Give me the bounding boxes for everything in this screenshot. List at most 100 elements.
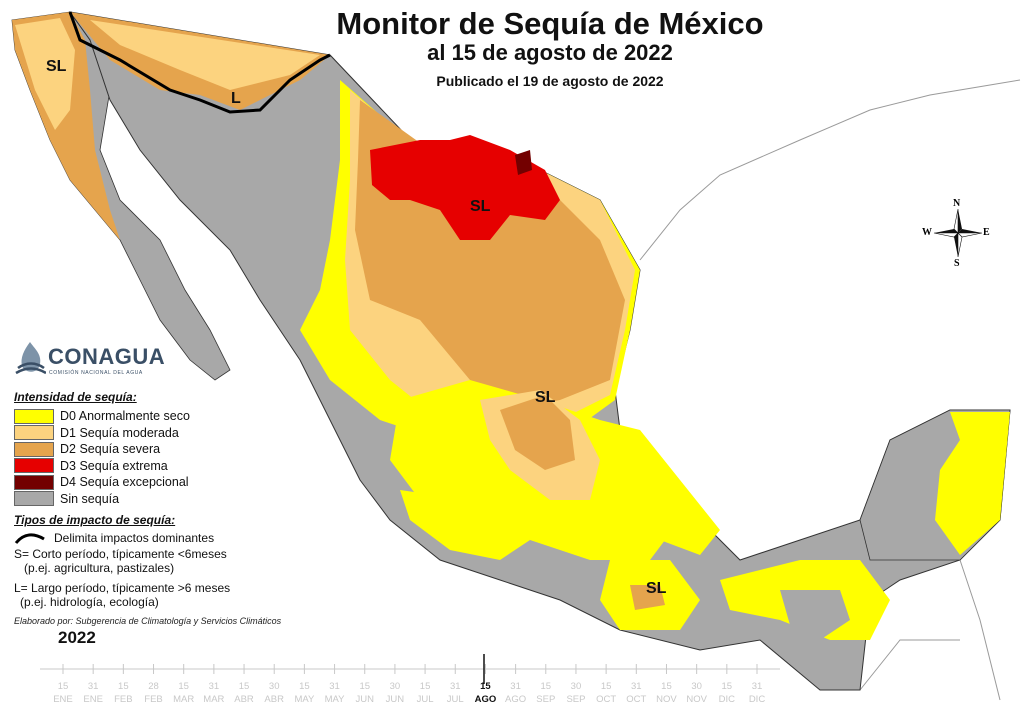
- north-d4: [515, 150, 532, 175]
- north-d3: [370, 135, 560, 240]
- timeline-day: 31: [751, 681, 763, 692]
- label-sl-south: SL: [646, 580, 667, 597]
- timeline-month: JUL: [416, 694, 434, 705]
- timeline-day: 15: [238, 681, 250, 692]
- chiapas-grey: [780, 590, 850, 640]
- compass-s: S: [954, 258, 960, 269]
- label-sl-baja: SL: [46, 58, 67, 75]
- baja-d1: [15, 18, 75, 130]
- timeline-day: 31: [449, 681, 461, 692]
- legend-impact-line-row: Delimita impactos dominantes: [14, 531, 274, 545]
- legend-intensity-title: Intensidad de sequía:: [14, 390, 137, 404]
- impact-line-icon: [14, 533, 45, 544]
- timeline-day: 31: [631, 681, 642, 692]
- compass-rose: [933, 208, 983, 258]
- legend-impact-title: Tipos de impacto de sequía:: [14, 513, 176, 527]
- timeline-month: ENE: [53, 694, 73, 705]
- timeline-day: 15: [359, 681, 371, 692]
- timeline-month: SEP: [536, 694, 556, 705]
- legend-swatch: [14, 458, 54, 474]
- oaxaca-d1: [630, 585, 665, 610]
- impact-s-example: (p.ej. agricultura, pastizales): [24, 561, 175, 575]
- timeline-day: 15: [118, 681, 129, 692]
- legend-item: Sin sequía: [14, 491, 274, 508]
- sonora-d1: [90, 20, 320, 90]
- published-date: Publicado el 19 de agosto de 2022: [436, 73, 664, 89]
- logo-subtitle: COMISIÓN NACIONAL DEL AGUA: [49, 370, 143, 376]
- timeline-day: 28: [148, 681, 159, 692]
- legend-swatch: [14, 408, 54, 424]
- timeline-day: 15: [661, 681, 672, 692]
- timeline-month: OCT: [626, 694, 647, 705]
- legend-item: D4 Sequía excepcional: [14, 474, 274, 491]
- timeline-day: 15: [178, 681, 189, 692]
- gulf-d0: [600, 420, 720, 555]
- legend-swatch: [14, 491, 54, 507]
- timeline-month: FEB: [114, 694, 133, 705]
- timeline-month: JUN: [385, 694, 405, 705]
- timeline-day: 30: [268, 681, 280, 692]
- logo-name: CONAGUA: [48, 344, 166, 369]
- timeline-day: 30: [570, 681, 582, 692]
- timeline-axis: [40, 654, 780, 684]
- timeline-month: MAR: [203, 694, 225, 705]
- timeline-year: 2022: [58, 628, 96, 647]
- legend-label: D3 Sequía extrema: [60, 458, 168, 473]
- legend-item: D3 Sequía extrema: [14, 458, 274, 475]
- timeline-day: 30: [389, 681, 401, 692]
- legend-swatch: [14, 441, 54, 457]
- timeline-day: 31: [208, 681, 220, 692]
- timeline-month: FEB: [144, 694, 163, 705]
- timeline-month: SEP: [566, 694, 586, 705]
- label-l-north: L: [231, 90, 241, 107]
- label-sl-north: SL: [470, 198, 491, 215]
- timeline-day: 15: [480, 681, 491, 692]
- page-title: Monitor de Sequía de México: [336, 6, 764, 41]
- timeline-month: ABR: [234, 694, 254, 705]
- legend-label: D0 Anormalmente seco: [60, 409, 190, 424]
- timeline-day: 15: [600, 681, 612, 692]
- legend-label: Sin sequía: [60, 491, 120, 506]
- timeline-month: DIC: [718, 694, 735, 705]
- impact-boundary-north: [68, 11, 331, 114]
- timeline-day: 15: [419, 681, 431, 692]
- compass-n: N: [953, 198, 961, 209]
- central-d2: [500, 395, 575, 470]
- impact-l-example: (p.ej. hidrología, ecología): [20, 595, 159, 609]
- timeline-month: AGO: [474, 694, 497, 705]
- timeline-month: DIC: [748, 694, 766, 705]
- timeline-month: JUL: [446, 694, 464, 705]
- timeline-month: NOV: [656, 694, 677, 705]
- timeline-month: JUN: [355, 694, 374, 705]
- timeline-day: 31: [329, 681, 340, 692]
- timeline-day: 15: [540, 681, 552, 692]
- page-subtitle: al 15 de agosto de 2022: [427, 40, 673, 65]
- credit: Elaborado por: Subgerencia de Climatolog…: [14, 616, 282, 626]
- impact-s: S= Corto período, típicamente <6meses: [14, 547, 227, 561]
- conagua-emblem-icon: [15, 342, 46, 375]
- timeline-day: 30: [691, 681, 702, 692]
- legend-label: D4 Sequía excepcional: [60, 475, 189, 490]
- timeline-day: 15: [57, 681, 69, 692]
- impact-line-label: Delimita impactos dominantes: [54, 531, 215, 545]
- legend-item: D0 Anormalmente seco: [14, 408, 274, 425]
- timeline-day: 15: [299, 681, 310, 692]
- yucatan-d0: [935, 412, 1010, 555]
- legend-label: D2 Sequía severa: [60, 442, 161, 457]
- timeline-day: 15: [721, 681, 733, 692]
- timeline-day: 31: [510, 681, 521, 692]
- legend-swatch: [14, 474, 54, 490]
- compass-w: W: [922, 227, 932, 238]
- timeline-month: NOV: [686, 694, 707, 705]
- legend: Intensidad de sequía: D0 Anormalmente se…: [14, 388, 274, 609]
- legend-item: D1 Sequía moderada: [14, 425, 274, 442]
- conagua-logo: CONAGUA COMISIÓN NACIONAL DEL AGUA: [14, 340, 174, 380]
- timeline-month: AGO: [505, 694, 527, 705]
- legend-swatch: [14, 425, 54, 441]
- timeline-day: 31: [87, 681, 99, 692]
- timeline-month: MAY: [324, 694, 345, 705]
- compass-e: E: [983, 227, 990, 238]
- timeline-month: ABR: [264, 694, 284, 705]
